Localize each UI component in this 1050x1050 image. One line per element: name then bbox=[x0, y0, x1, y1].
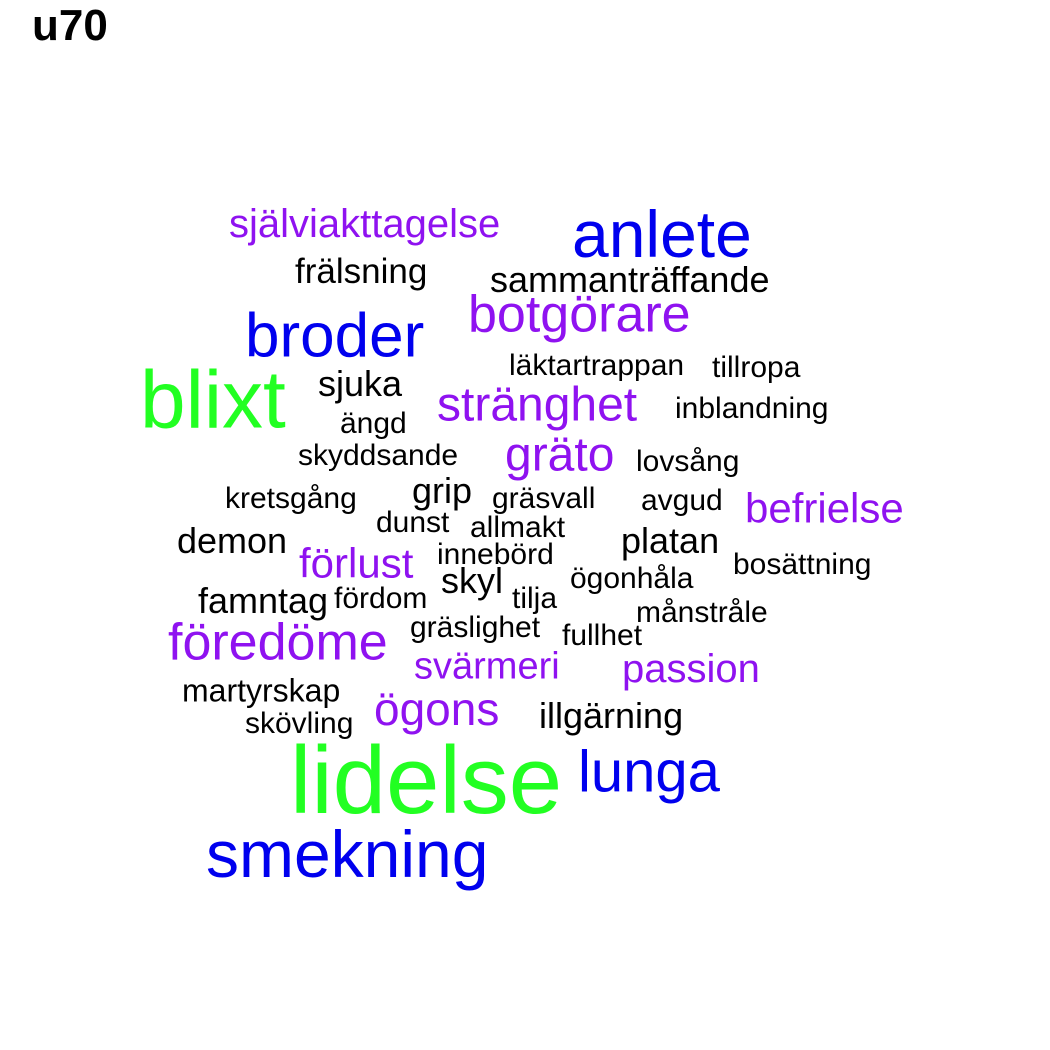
cloud-word: bosättning bbox=[733, 548, 872, 581]
cloud-word: sammanträffande bbox=[490, 259, 770, 301]
cloud-word: föredöme bbox=[168, 613, 388, 672]
cloud-word: läktartrappan bbox=[509, 349, 685, 382]
cloud-word: skyddsande bbox=[298, 439, 459, 472]
cloud-word: tillropa bbox=[712, 351, 801, 384]
cloud-word: ängd bbox=[340, 407, 407, 440]
cloud-word: gräsvall bbox=[492, 482, 596, 515]
cloud-word: grip bbox=[412, 470, 473, 512]
cloud-word: befrielse bbox=[745, 484, 904, 532]
cloud-word: ögonhåla bbox=[570, 562, 694, 595]
cloud-word: gräto bbox=[505, 428, 615, 482]
cloud-word: famntag bbox=[198, 580, 329, 622]
cloud-word: skövling bbox=[245, 707, 354, 740]
cloud-word: illgärning bbox=[539, 695, 684, 737]
cloud-word: förlust bbox=[299, 539, 414, 587]
cloud-word: avgud bbox=[641, 484, 723, 517]
cloud-word: anlete bbox=[572, 197, 752, 272]
cloud-word: lunga bbox=[578, 739, 720, 805]
cloud-word: sjuka bbox=[318, 363, 403, 405]
cloud-word: blixt bbox=[140, 354, 286, 446]
cloud-word: svärmeri bbox=[414, 645, 560, 688]
cloud-word: tilja bbox=[512, 582, 558, 615]
cloud-word: allmakt bbox=[470, 511, 566, 544]
cloud-word: gräslighet bbox=[410, 611, 541, 644]
cloud-word: fördom bbox=[334, 582, 428, 615]
cloud-word: skyl bbox=[441, 560, 503, 602]
cloud-word: smekning bbox=[206, 817, 489, 892]
cloud-title: u70 bbox=[32, 1, 108, 50]
cloud-word: inblandning bbox=[675, 392, 829, 425]
cloud-word: botgörare bbox=[468, 285, 691, 344]
cloud-word: passion bbox=[622, 647, 760, 691]
cloud-word: ögons bbox=[374, 683, 500, 736]
cloud-word: innebörd bbox=[437, 538, 554, 571]
cloud-word: frälsning bbox=[295, 252, 428, 291]
cloud-word: kretsgång bbox=[225, 482, 357, 515]
cloud-word: stränghet bbox=[437, 378, 638, 432]
cloud-word: dunst bbox=[376, 506, 450, 539]
cloud-word: platan bbox=[621, 520, 720, 562]
cloud-word: demon bbox=[177, 520, 288, 562]
cloud-word: martyrskap bbox=[182, 672, 341, 709]
cloud-word: fullhet bbox=[562, 619, 643, 652]
cloud-word: själviakttagelse bbox=[229, 202, 501, 246]
cloud-word: lidelse bbox=[290, 727, 563, 835]
cloud-word: månstråle bbox=[636, 596, 768, 629]
cloud-word: lovsång bbox=[636, 445, 740, 478]
cloud-word: broder bbox=[245, 301, 425, 371]
